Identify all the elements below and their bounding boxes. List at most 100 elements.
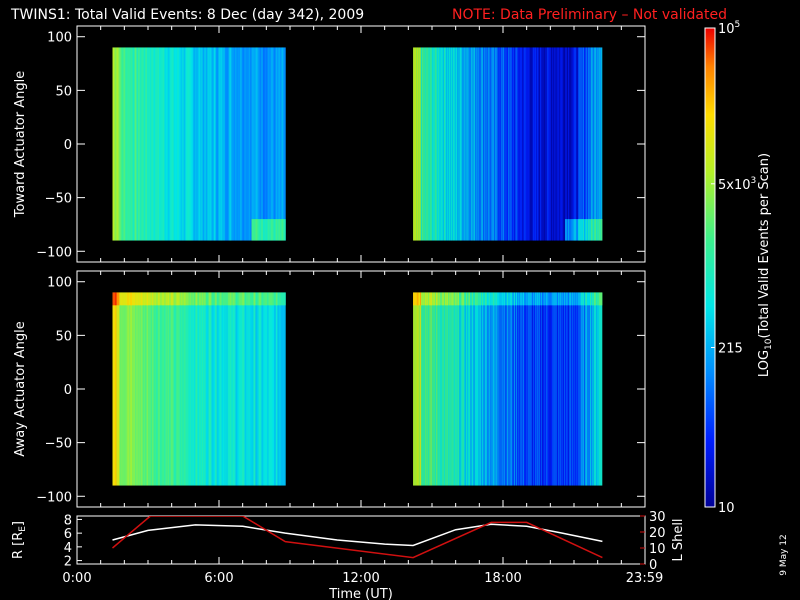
heatmap-column [134, 292, 136, 486]
heatmap-corner [582, 219, 584, 241]
colorbar-strip [705, 161, 715, 163]
heatmap-column [136, 47, 138, 241]
colorbar-strip [705, 347, 715, 349]
heatmap-column [148, 292, 150, 486]
colorbar-strip [705, 206, 715, 208]
colorbar-strip [705, 31, 715, 33]
x-tick-label: 23:59 [626, 571, 663, 586]
heatmap-column [180, 292, 182, 486]
heatmap-column [454, 47, 456, 241]
heatmap-corner [254, 219, 256, 241]
colorbar-strip [705, 175, 715, 177]
heatmap-column [575, 47, 577, 241]
heatmap-column [587, 292, 589, 486]
heatmap-band [551, 292, 553, 306]
heatmap-column [277, 47, 279, 241]
colorbar-strip [705, 427, 715, 429]
heatmap-column [178, 47, 180, 241]
heatmap-column [479, 292, 481, 486]
heatmap-column [576, 292, 578, 486]
heatmap-band [490, 292, 492, 306]
heatmap-band [118, 292, 120, 306]
heatmap-column [500, 292, 502, 486]
lshell-line [112, 516, 603, 559]
colorbar-strip [705, 437, 715, 439]
heatmap-column [575, 292, 577, 486]
heatmap-column [591, 47, 593, 241]
heatmap-column [276, 47, 278, 241]
heatmap-band [486, 292, 488, 306]
heatmap-column [189, 47, 191, 241]
heatmap-column [208, 292, 210, 486]
colorbar-strip [705, 481, 715, 483]
colorbar-strip [705, 289, 715, 291]
colorbar-strip [705, 152, 715, 154]
heatmap-column [158, 47, 160, 241]
heatmap-column [260, 47, 262, 241]
colorbar-strip [705, 51, 715, 53]
colorbar-strip [705, 225, 715, 227]
heatmap-band [171, 292, 173, 306]
heatmap-column [596, 292, 598, 486]
heatmap-column [539, 292, 541, 486]
heatmap-band [510, 292, 512, 306]
heatmap-band [444, 292, 446, 306]
heatmap-column [486, 47, 488, 241]
colorbar-strip [705, 355, 715, 357]
heatmap-column [563, 47, 565, 241]
heatmap-column [248, 47, 250, 241]
colorbar-strip [705, 450, 715, 452]
heatmap-band [560, 292, 562, 306]
colorbar-strip [705, 55, 715, 57]
heatmap-band [441, 292, 443, 306]
heatmap-band [181, 292, 183, 306]
heatmap-band [127, 292, 129, 306]
heatmap-band [446, 292, 448, 306]
heatmap-band [199, 292, 201, 306]
colorbar-strip [705, 96, 715, 98]
heatmap-corner [575, 219, 577, 241]
colorbar-strip [705, 434, 715, 436]
heatmap-column [432, 292, 434, 486]
heatmap-band [459, 292, 461, 306]
heatmap-column [520, 292, 522, 486]
heatmap-column [453, 47, 455, 241]
colorbar-strip [705, 429, 715, 431]
heatmap-column [493, 47, 495, 241]
heatmap-corner [571, 219, 573, 241]
heatmap-band [185, 292, 187, 306]
away-heatmap-panel [76, 270, 646, 508]
heatmap-column [522, 47, 524, 241]
heatmap-column [205, 47, 207, 241]
heatmap-column [274, 47, 276, 241]
colorbar-strip [705, 468, 715, 470]
heatmap-column [207, 292, 209, 486]
heatmap-band [515, 292, 517, 306]
heatmap-column [462, 47, 464, 241]
heatmap-column [148, 47, 150, 241]
colorbar-strip [705, 244, 715, 246]
heatmap-column [560, 47, 562, 241]
radius-axis-label: R [RE] [11, 521, 28, 559]
heatmap-column [579, 47, 581, 241]
heatmap-column [415, 292, 417, 486]
heatmap-band [521, 292, 523, 306]
colorbar-strip [705, 341, 715, 343]
heatmap-column [207, 47, 209, 241]
heatmap-column [203, 47, 205, 241]
colorbar-strip [705, 410, 715, 412]
heatmap-column [601, 292, 603, 486]
colorbar-strip [705, 286, 715, 288]
colorbar-strip [705, 305, 715, 307]
heatmap-column [589, 292, 591, 486]
heatmap-band [120, 292, 122, 306]
heatmap-column [241, 47, 243, 241]
heatmap-column [137, 292, 139, 486]
heatmap-column [442, 292, 444, 486]
heatmap-column [451, 47, 453, 241]
heatmap-column [146, 292, 148, 486]
heatmap-corner [274, 219, 276, 241]
heatmap-band [517, 292, 519, 306]
heatmap-band [583, 292, 585, 306]
heatmap-column [185, 47, 187, 241]
